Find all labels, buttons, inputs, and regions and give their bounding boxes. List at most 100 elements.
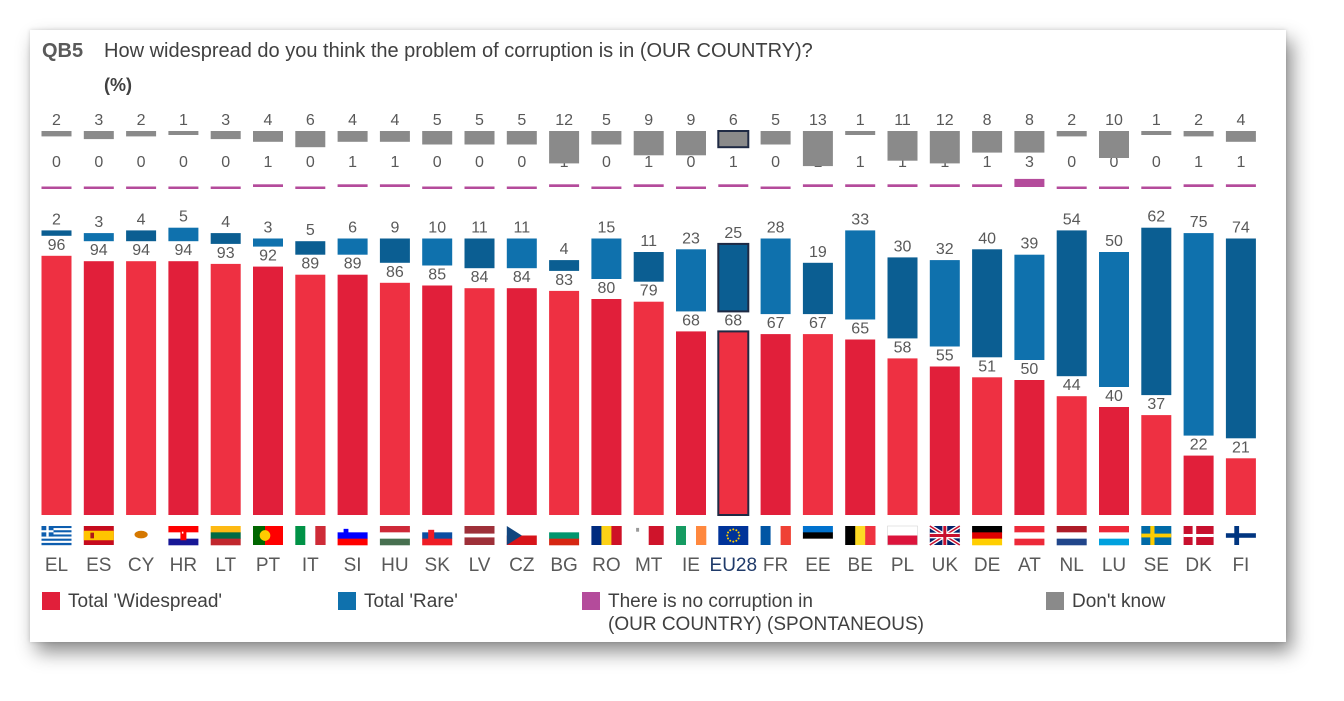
bar-dont-know-it [295,131,326,148]
bar-dont-know-hu [379,131,410,142]
label-no-corruption-fi: 1 [1236,154,1245,171]
bar-widespread-cz [506,288,537,515]
label-no-corruption-cz: 0 [517,154,526,171]
bar-widespread-at [1014,380,1045,515]
label-dont-know-cy: 2 [137,112,146,129]
category-label-cy: CY [128,555,155,576]
bar-widespread-ie [676,331,706,515]
label-widespread-be: 65 [851,321,869,338]
bar-rare-at [1014,254,1045,360]
label-rare-dk: 75 [1190,214,1208,231]
label-widespread-pl: 58 [894,339,912,356]
bar-rare-el [41,230,72,236]
label-no-corruption-lt: 0 [221,154,230,171]
category-label-es: ES [86,555,111,576]
flag-se-icon [1141,526,1172,545]
flag-es-icon [83,526,114,545]
bar-widespread-bg [549,290,580,515]
bar-no-corruption-cy [126,186,157,189]
flag-nl-icon [1056,526,1087,546]
bar-rare-se [1141,227,1172,396]
bar-widespread-pl [887,358,918,515]
bar-widespread-se [1141,415,1172,515]
category-label-lt: LT [215,555,236,576]
bar-widespread-eu28 [717,330,750,516]
label-dont-know-lt: 3 [221,112,230,129]
label-dont-know-sk: 5 [433,112,442,129]
label-no-corruption-hu: 1 [390,154,399,171]
bar-no-corruption-sk [422,186,453,189]
bar-rare-mt [633,252,664,282]
category-label-cz: CZ [509,555,535,576]
bar-widespread-nl [1056,396,1087,515]
label-no-corruption-lu: 0 [1110,154,1119,171]
bar-dont-know-cy [126,131,157,137]
label-no-corruption-el: 0 [52,154,61,171]
label-widespread-de: 51 [978,358,996,375]
label-no-corruption-dk: 1 [1194,154,1203,171]
label-rare-fi: 74 [1232,220,1250,237]
label-widespread-hu: 86 [386,264,404,281]
label-no-corruption-at: 3 [1025,154,1034,171]
bar-no-corruption-dk [1183,184,1214,187]
bar-no-corruption-el [41,186,72,189]
bar-no-corruption-hr [168,186,199,189]
flag-cy-icon [126,526,157,545]
label-widespread-hr: 94 [175,242,193,259]
bar-rare-lt [210,233,241,244]
label-dont-know-dk: 2 [1194,112,1203,129]
category-label-be: BE [848,555,873,576]
flag-fi-icon [1225,526,1256,545]
category-label-at: AT [1018,555,1041,576]
category-label-lv: LV [469,555,491,576]
label-rare-el: 2 [52,211,61,228]
label-no-corruption-ro: 0 [602,154,611,171]
bar-dont-know-hr [168,131,199,135]
label-no-corruption-mt: 1 [644,154,653,171]
label-widespread-se: 37 [1147,396,1165,413]
bar-rare-hu [379,238,410,263]
flag-hu-icon [379,526,410,546]
bar-no-corruption-mt [633,184,664,187]
label-dont-know-eu28: 6 [729,112,738,129]
bar-widespread-uk [929,366,960,515]
label-no-corruption-fr: 0 [771,154,780,171]
label-rare-nl: 54 [1063,211,1081,228]
label-widespread-nl: 44 [1063,377,1081,394]
bar-rare-be [845,230,876,320]
bar-widespread-mt [633,301,664,515]
category-label-it: IT [302,555,319,576]
flag-uk-icon [928,524,961,547]
bar-no-corruption-be [845,184,876,187]
label-no-corruption-eu28: 1 [729,154,738,171]
bar-no-corruption-lu [1099,186,1129,189]
label-widespread-lu: 40 [1105,388,1123,405]
label-dont-know-uk: 12 [936,112,954,129]
label-dont-know-fr: 5 [771,112,780,129]
label-dont-know-es: 3 [94,112,103,129]
label-rare-hr: 5 [179,209,188,226]
flag-sk-icon [422,526,453,546]
label-rare-pl: 30 [894,238,912,255]
bar-widespread-es [83,261,114,515]
flag-pt-icon [253,526,283,545]
label-widespread-lt: 93 [217,245,235,262]
label-widespread-ee: 67 [809,315,827,332]
category-label-si: SI [344,555,362,576]
label-no-corruption-pt: 1 [264,154,273,171]
label-rare-bg: 4 [560,241,569,258]
label-rare-eu28: 25 [724,225,742,242]
bar-dont-know-ro [591,131,622,145]
bar-no-corruption-lt [210,186,241,189]
label-widespread-eu28: 68 [724,312,742,329]
bar-dont-know-dk [1183,131,1214,137]
label-rare-ro: 15 [598,220,616,237]
bar-rare-lv [464,238,495,269]
label-no-corruption-it: 0 [306,154,315,171]
bar-no-corruption-at [1014,178,1045,187]
bar-rare-fi [1225,238,1256,439]
flag-el-icon [41,526,72,546]
category-label-eu28: EU28 [710,555,758,576]
bar-widespread-ro [591,299,622,515]
label-dont-know-hu: 4 [390,112,399,129]
